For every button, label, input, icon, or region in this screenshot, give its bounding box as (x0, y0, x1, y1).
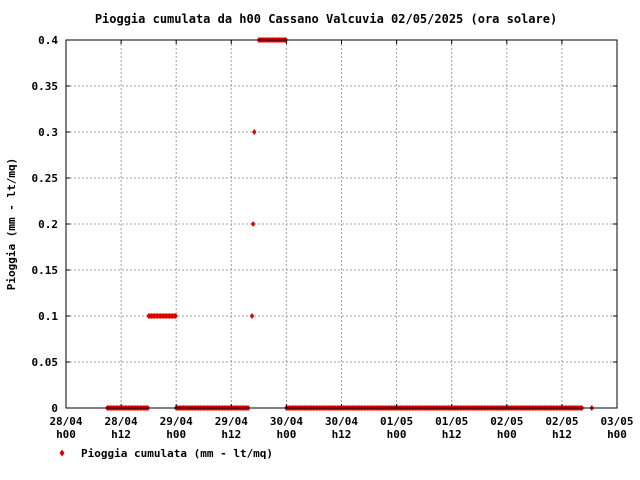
y-tick-labels: 0 0.05 0.1 0.15 0.2 0.25 0.3 0.35 0.4 (32, 34, 617, 415)
grid (66, 40, 617, 408)
x-tick-label-hour: h12 (111, 428, 131, 441)
x-tick-label-hour: h12 (552, 428, 572, 441)
x-tick-label-date: 02/05 (490, 415, 523, 428)
y-tick-label: 0.25 (32, 172, 59, 185)
x-tick-label-hour: h12 (221, 428, 241, 441)
x-tick-label-hour: h00 (166, 428, 186, 441)
y-tick-label: 0.2 (38, 218, 58, 231)
x-tick-label-hour: h00 (607, 428, 627, 441)
y-tick-label: 0.05 (32, 356, 59, 369)
legend: Pioggia cumulata (mm - lt/mq) (59, 447, 273, 460)
x-tick-label-date: 28/04 (105, 415, 138, 428)
data-point (173, 313, 178, 319)
x-tick-labels: 28/04h0028/04h1229/04h0029/04h1230/04h00… (49, 40, 634, 441)
x-tick-label-hour: h00 (387, 428, 407, 441)
x-tick-label-date: 29/04 (160, 415, 193, 428)
legend-label: Pioggia cumulata (mm - lt/mq) (81, 447, 273, 460)
x-tick-label-hour: h00 (56, 428, 76, 441)
data-point (249, 313, 255, 319)
x-tick-label-date: 02/05 (545, 415, 578, 428)
x-tick-label-date: 03/05 (600, 415, 633, 428)
x-tick-label-hour: h00 (497, 428, 517, 441)
data-point (252, 129, 257, 135)
x-tick-label-date: 01/05 (435, 415, 468, 428)
x-tick-label-date: 01/05 (380, 415, 413, 428)
y-tick-label: 0.3 (38, 126, 58, 139)
y-tick-label: 0.15 (32, 264, 59, 277)
y-tick-label: 0.1 (38, 310, 58, 323)
chart-title: Pioggia cumulata da h00 Cassano Valcuvia… (95, 12, 557, 26)
x-tick-label-hour: h12 (442, 428, 462, 441)
y-tick-label: 0.35 (32, 80, 59, 93)
data-point (250, 221, 256, 227)
y-tick-label: 0 (51, 402, 58, 415)
x-tick-label-hour: h00 (276, 428, 296, 441)
x-tick-label-date: 28/04 (49, 415, 82, 428)
y-tick-label: 0.4 (38, 34, 58, 47)
legend-marker (59, 449, 65, 457)
x-tick-label-date: 29/04 (215, 415, 248, 428)
y-axis-label: Pioggia (mm - lt/mq) (5, 158, 18, 290)
x-tick-label-hour: h12 (332, 428, 352, 441)
x-tick-label-date: 30/04 (270, 415, 303, 428)
x-tick-label-date: 30/04 (325, 415, 358, 428)
